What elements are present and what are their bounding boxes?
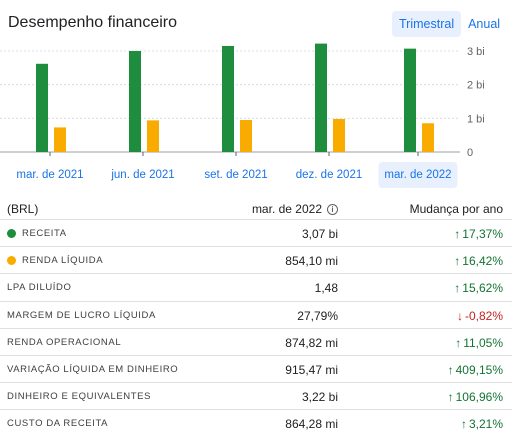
arrow-up-icon: ↑	[455, 335, 462, 350]
period-header-label: mar. de 2022	[251, 202, 322, 216]
row-label-text: Margem de lucro líquida	[7, 309, 156, 321]
quarter-tab[interactable]: mar. de 2022	[378, 162, 458, 188]
arrow-down-icon: ↓	[456, 308, 463, 323]
row-change: ↑ 409,15%	[448, 363, 503, 377]
row-value: 864,28 mi	[285, 417, 338, 432]
row-change: ↑ 3,21%	[461, 417, 503, 431]
table-body: Receita 3,07 bi ↑ 17,37% Renda líquida 854,10…	[0, 219, 512, 437]
quarter-tab[interactable]: dez. de 2021	[295, 169, 363, 181]
arrow-up-icon: ↑	[447, 362, 454, 377]
row-label: Renda líquida	[7, 255, 103, 266]
row-value: 915,47 mi	[285, 362, 338, 377]
bar-receita	[404, 48, 416, 152]
quarter-tab[interactable]: jun. de 2021	[111, 169, 175, 181]
y-tick-label: 1 bi	[467, 113, 485, 125]
row-change: ↓ -0,82%	[457, 309, 503, 323]
bar-receita	[222, 45, 234, 153]
row-label: Margem de lucro líquida	[7, 310, 156, 321]
row-value: 854,10 mi	[285, 254, 338, 269]
bar-receita	[129, 51, 141, 152]
table-row: Dinheiro e equivalentes 3,22 bi ↑ 106,96%	[0, 382, 512, 409]
bar-renda-liquida	[240, 120, 252, 152]
row-change-value: 409,15%	[455, 362, 503, 377]
toggle-quarterly-button[interactable]: Trimestral	[392, 11, 462, 37]
bar-renda-liquida	[54, 127, 66, 152]
toggle-annual-button[interactable]: Anual	[468, 17, 501, 31]
row-label-text: Custo da receita	[7, 418, 109, 430]
quarter-tab[interactable]: set. de 2021	[204, 169, 268, 181]
row-label: Custo da receita	[7, 418, 108, 429]
row-change-value: 17,37%	[462, 227, 503, 241]
info-icon[interactable]: i	[327, 203, 338, 215]
y-tick-label: 3 bi	[467, 46, 485, 58]
table-header: (BRL) mar. de 2022 i Mudança por ano	[0, 197, 512, 219]
row-change-value: 16,42%	[462, 254, 503, 269]
table-row: Receita 3,07 bi ↑ 17,37%	[0, 219, 512, 246]
financial-bar-chart: 0 1 bi 2 bi 3 bi mar. de 2021 jun. de 2021 se…	[0, 36, 512, 196]
table-row: Margem de lucro líquida 27,79% ↓ -0,82%	[0, 300, 512, 328]
table-row: LPA diluído 1,48 ↑ 15,62%	[0, 273, 512, 300]
arrow-up-icon: ↑	[454, 254, 461, 269]
table-row: Renda líquida 854,10 mi ↑ 16,42%	[0, 246, 512, 273]
row-value: 3,07 bi	[301, 227, 338, 241]
bar-renda-liquida	[333, 119, 345, 152]
row-change: ↑ 17,37%	[454, 227, 503, 241]
row-value: 3,22 bi	[301, 390, 338, 405]
row-label: Dinheiro e equivalentes	[7, 391, 151, 402]
row-change-value: 11,05%	[463, 335, 503, 350]
row-change-value: 3,21%	[468, 417, 503, 432]
row-change: ↑ 15,62%	[454, 281, 503, 295]
arrow-up-icon: ↑	[454, 227, 461, 241]
period-header: mar. de 2022 i	[252, 202, 338, 216]
quarter-tab[interactable]: mar. de 2021	[16, 169, 84, 181]
row-value: 874,82 mi	[285, 335, 338, 350]
row-change: ↑ 16,42%	[454, 254, 503, 268]
row-change: ↑ 11,05%	[455, 336, 503, 350]
table-row: Custo da receita 864,28 mi ↑ 3,21%	[0, 409, 512, 436]
row-value: 1,48	[314, 281, 338, 296]
bar-receita	[36, 63, 48, 152]
legend-dot-icon	[7, 229, 16, 238]
bar-receita	[315, 43, 327, 152]
table-row: Renda operacional 874,82 mi ↑ 11,05%	[0, 327, 512, 355]
row-label-text: Receita	[22, 228, 67, 239]
arrow-up-icon: ↑	[447, 390, 454, 405]
arrow-up-icon: ↑	[460, 417, 467, 432]
row-label: Renda operacional	[7, 337, 121, 348]
row-label: Variação líquida em dinheiro	[7, 364, 178, 375]
row-change-value: 106,96%	[455, 390, 503, 405]
table-row: Variação líquida em dinheiro 915,47 mi ↑ 40…	[0, 354, 512, 382]
card-title: Desempenho financeiro	[8, 14, 177, 31]
row-change: ↑ 106,96%	[448, 390, 503, 404]
change-header: Mudança por ano	[409, 202, 503, 216]
bar-renda-liquida	[422, 123, 434, 152]
row-value: 27,79%	[297, 308, 338, 323]
y-tick-label: 0	[467, 147, 473, 159]
row-label-text: Renda operacional	[7, 336, 122, 348]
row-label: LPA diluído	[7, 282, 72, 293]
legend-dot-icon	[7, 256, 16, 266]
row-label-text: Renda líquida	[22, 255, 104, 267]
y-tick-label: 2 bi	[467, 80, 485, 92]
chart-canvas: 0 1 bi 2 bi 3 bi	[0, 43, 485, 159]
period-toggle: Trimestral Anual	[392, 11, 507, 37]
row-label-text: Variação líquida em dinheiro	[7, 363, 179, 375]
row-label: Receita	[7, 228, 67, 239]
currency-header: (BRL)	[7, 202, 39, 216]
bar-renda-liquida	[147, 120, 159, 152]
row-label-text: Dinheiro e equivalentes	[7, 391, 152, 403]
row-change-value: 15,62%	[462, 281, 503, 296]
arrow-up-icon: ↑	[454, 281, 461, 296]
financial-table: (BRL) mar. de 2022 i Mudança por ano Rec…	[0, 197, 512, 437]
row-label-text: LPA diluído	[7, 282, 72, 294]
card-header: Desempenho financeiro Trimestral Anual	[0, 0, 512, 46]
row-change-value: -0,82%	[464, 308, 503, 323]
